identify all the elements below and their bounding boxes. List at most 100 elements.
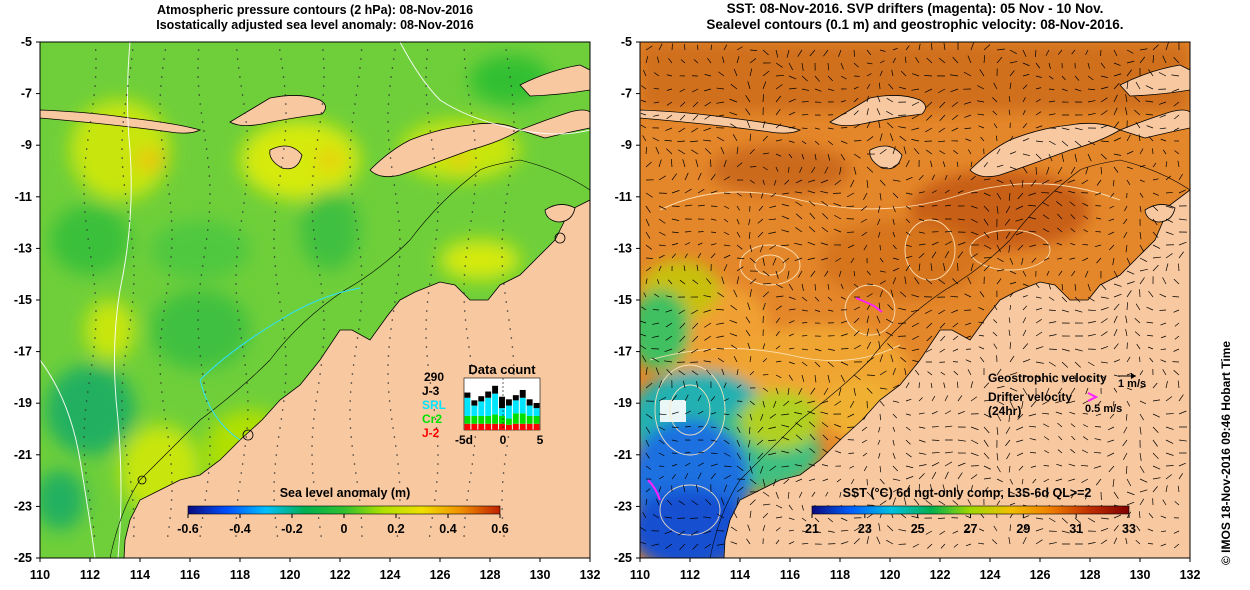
geo-arrow (814, 140, 820, 146)
sla-contour-dot (284, 382, 287, 384)
geo-arrow (1087, 112, 1096, 116)
sla-contour-dot (235, 283, 237, 285)
geo-arrow (1082, 436, 1089, 441)
sla-contour-dot (464, 319, 467, 321)
geo-arrow (911, 322, 920, 327)
geo-arrow (665, 295, 673, 298)
left-title-line2: Isostatically adjusted sea level anomaly… (156, 18, 474, 32)
geo-arrow (853, 86, 859, 90)
sla-contour-dot (282, 400, 285, 402)
geo-arrow (944, 471, 949, 480)
geo-arrow (658, 486, 662, 493)
geo-arrow (692, 322, 699, 329)
sla-contour-dot (131, 238, 133, 240)
geo-arrow (918, 205, 925, 208)
geo-arrow (1041, 192, 1050, 194)
sla-contour-dot (90, 364, 93, 366)
geo-arrow (892, 478, 901, 481)
sla-contour-dot (475, 166, 477, 168)
geo-arrow (645, 382, 653, 389)
sla-contour-dot (246, 175, 248, 177)
geo-arrow (640, 526, 647, 532)
geo-arrow (1061, 127, 1070, 131)
geo-arrow (879, 400, 885, 407)
geo-arrow (1148, 136, 1154, 142)
geo-arrow (1028, 230, 1037, 233)
geo-arrow (1015, 231, 1024, 236)
geo-arrow (952, 278, 959, 285)
geo-arrow (1074, 309, 1083, 313)
sla-contour-dot (197, 49, 200, 51)
sla-contour-dot (207, 220, 210, 222)
geo-arrow (794, 464, 803, 467)
sla-contour-dot (208, 427, 211, 429)
geostrophic-legend-arrowhead (1131, 373, 1136, 379)
sla-contour-dot (513, 130, 515, 132)
geo-arrow (892, 231, 896, 238)
geo-arrow (1113, 491, 1119, 499)
geo-arrow (1068, 463, 1076, 467)
sla-contour-dot (389, 337, 391, 339)
sla-contour-dot (168, 193, 171, 195)
geo-arrow (684, 242, 691, 246)
sla-contour-dot (246, 418, 249, 420)
geo-arrow (1172, 88, 1180, 92)
geo-arrow (1087, 283, 1091, 292)
geo-arrow (1041, 412, 1050, 415)
geo-arrow (682, 485, 686, 493)
geo-arrow (798, 491, 803, 498)
geo-arrow (821, 464, 829, 467)
geo-arrow (970, 452, 979, 457)
count-bar-j-3 (505, 399, 512, 406)
sla-contour-dot (314, 409, 316, 411)
geo-arrow (749, 49, 758, 51)
geo-arrow (1022, 73, 1030, 77)
sla-contour-dot (133, 274, 135, 276)
geo-arrow (876, 536, 881, 545)
geo-arrow (944, 461, 953, 467)
geo-arrow (1100, 124, 1109, 129)
geo-arrow (1110, 192, 1115, 198)
geo-arrow (1034, 49, 1037, 58)
geo-arrow (930, 263, 933, 272)
geo-arrow (814, 309, 821, 312)
sla-contour-dot (322, 310, 325, 312)
sla-contour-dot (244, 364, 246, 366)
geo-arrow (695, 159, 699, 168)
sla-contour-dot (89, 121, 92, 123)
geo-arrow (1152, 162, 1157, 168)
geo-arrow (1030, 179, 1037, 187)
geo-arrow (665, 322, 673, 328)
sla-contour-dot (129, 481, 132, 483)
geo-arrow (775, 153, 782, 157)
sla-contour-dot (131, 490, 133, 492)
geo-arrow (814, 517, 820, 523)
sla-contour-dot (501, 508, 503, 510)
sst-colorbar-tick-label: 25 (911, 522, 925, 536)
geo-arrow (684, 253, 688, 259)
sla-contour-dot (280, 58, 282, 60)
geo-arrow (1008, 413, 1011, 422)
sla-contour-dot (197, 301, 200, 303)
geo-arrow (677, 140, 686, 143)
geo-arrow (876, 315, 881, 324)
geo-arrow (827, 62, 830, 71)
geo-arrow (775, 387, 779, 395)
geo-arrow (963, 101, 972, 105)
geo-arrow (1174, 335, 1180, 340)
geo-arrow (1159, 127, 1167, 130)
geo-arrow (827, 530, 835, 533)
sla-contour-dot (313, 166, 315, 168)
geo-arrow (918, 397, 923, 402)
geo-arrow (1173, 348, 1180, 352)
sla-contour-dot (323, 328, 325, 330)
geo-arrow (1009, 61, 1018, 64)
right-title-line2: Sealevel contours (0.1 m) and geostrophi… (706, 17, 1124, 32)
sst-colorbar-tick-label: 31 (1069, 522, 1083, 536)
geo-arrow (1041, 179, 1050, 185)
geo-arrow (866, 136, 874, 142)
geo-arrow (879, 179, 886, 186)
geo-arrow (762, 478, 766, 487)
geo-arrow (775, 539, 780, 545)
geo-arrow (899, 135, 907, 142)
